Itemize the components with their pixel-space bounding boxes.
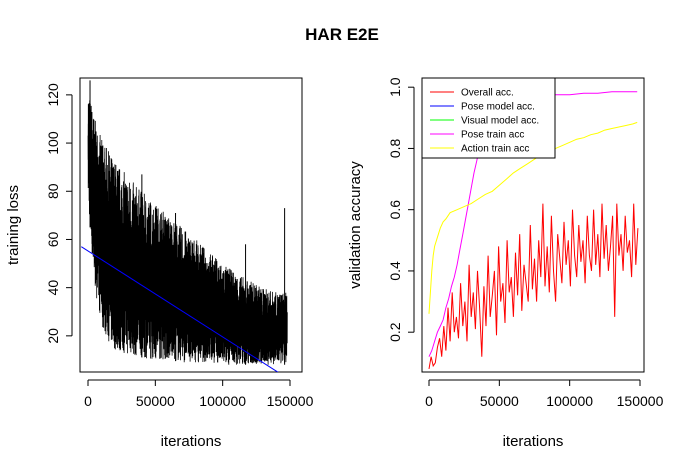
validation-accuracy-plot: 0 50000 100000 150000 0.2 0.4 0.6 0.8 1.0 itera… (347, 77, 664, 450)
training-loss-x-tick-label: 0 (84, 393, 92, 409)
validation-accuracy-y-axis: 0.2 0.4 0.6 0.8 1.0 (387, 77, 415, 342)
training-loss-x-tick-label: 50000 (136, 393, 175, 409)
validation-accuracy-x-tick-label: 150000 (617, 393, 664, 409)
training-loss-y-axis-title: training loss (5, 185, 22, 265)
training-loss-series-0-line (87, 100, 288, 365)
training-loss-y-tick-label: 40 (45, 280, 61, 296)
training-loss-x-tick-label: 100000 (199, 393, 246, 409)
legend-entry: Pose model acc. (461, 102, 535, 113)
training-loss-y-tick-label: 60 (45, 231, 61, 247)
validation-accuracy-x-tick-label: 50000 (480, 393, 519, 409)
legend-entry: Pose train acc (461, 130, 524, 141)
validation-accuracy-y-tick-label: 1.0 (387, 77, 403, 97)
legend-entry: Action train acc (461, 144, 529, 155)
validation-accuracy-x-tick-label: 100000 (546, 393, 593, 409)
validation-accuracy-series-4-line (428, 121, 638, 314)
legend-entry: Overall acc. (461, 88, 514, 99)
legend-box (421, 77, 556, 159)
validation-accuracy-x-axis: 0 50000 100000 150000 (425, 379, 664, 409)
validation-accuracy-x-tick-label: 0 (425, 393, 433, 409)
training-loss-y-tick-label: 20 (45, 328, 61, 344)
training-loss-series-1-line (81, 246, 279, 372)
validation-accuracy-series-0-line (428, 203, 639, 369)
legend-entry: Visual model acc. (461, 116, 539, 127)
training-loss-plot: 0 50000 100000 150000 20 40 60 80 100 120 iterat… (5, 77, 314, 450)
validation-accuracy-y-tick-label: 0.8 (387, 138, 403, 158)
validation-accuracy-y-tick-label: 0.4 (387, 261, 403, 281)
training-loss-x-axis: 0 50000 100000 150000 (84, 379, 314, 409)
validation-accuracy-y-tick-label: 0.6 (387, 200, 403, 220)
validation-accuracy-y-axis-title: validation accuracy (347, 161, 364, 289)
training-loss-y-tick-label: 80 (45, 183, 61, 199)
training-loss-plot-box (79, 77, 303, 373)
training-loss-x-axis-title: iterations (161, 433, 222, 450)
legend: Overall acc. Pose model acc. Visual model … (421, 77, 556, 159)
figure-title: HAR E2E (305, 25, 379, 44)
validation-accuracy-x-axis-title: iterations (503, 433, 564, 450)
validation-accuracy-y-tick-label: 0.2 (387, 322, 403, 342)
training-loss-x-tick-label: 150000 (267, 393, 314, 409)
training-loss-y-axis: 20 40 60 80 100 120 (45, 83, 73, 344)
training-loss-y-tick-label: 120 (45, 83, 61, 107)
training-loss-y-tick-label: 100 (45, 131, 61, 155)
training-loss-marks (81, 80, 288, 372)
